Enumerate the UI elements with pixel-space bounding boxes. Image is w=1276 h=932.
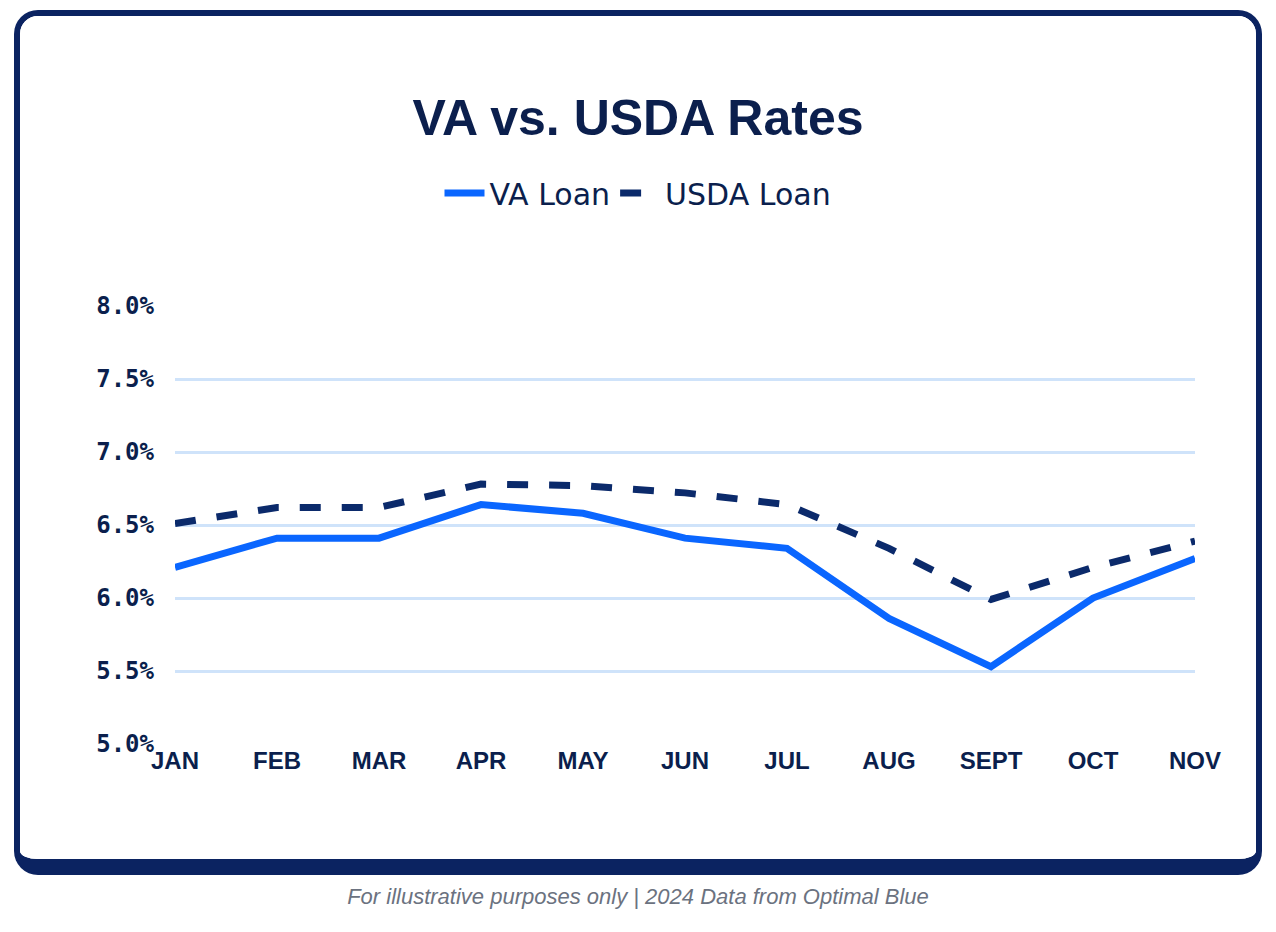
- svg-text:APR: APR: [456, 747, 507, 774]
- svg-text:VA vs. USDA Rates: VA vs. USDA Rates: [412, 90, 863, 146]
- svg-text:5.0%: 5.0%: [96, 730, 154, 758]
- svg-text:MAR: MAR: [352, 747, 407, 774]
- svg-text:USDA Loan: USDA Loan: [665, 177, 831, 212]
- svg-text:JUL: JUL: [764, 747, 809, 774]
- svg-text:JUN: JUN: [661, 747, 709, 774]
- svg-text:NOV: NOV: [1169, 747, 1221, 774]
- svg-text:SEPT: SEPT: [960, 747, 1023, 774]
- svg-text:JAN: JAN: [151, 747, 199, 774]
- svg-text:OCT: OCT: [1068, 747, 1119, 774]
- svg-text:6.0%: 6.0%: [96, 584, 154, 612]
- svg-text:6.5%: 6.5%: [96, 511, 154, 539]
- svg-text:7.0%: 7.0%: [96, 438, 154, 466]
- svg-text:8.0%: 8.0%: [96, 292, 154, 320]
- svg-text:MAY: MAY: [557, 747, 608, 774]
- svg-text:FEB: FEB: [253, 747, 301, 774]
- svg-text:VA Loan: VA Loan: [490, 177, 611, 212]
- svg-text:5.5%: 5.5%: [96, 657, 154, 685]
- html-text:For illustrative purposes only: For illustrative purposes only | 2024 Da…: [347, 884, 929, 909]
- svg-text:7.5%: 7.5%: [96, 365, 154, 393]
- svg-text:AUG: AUG: [862, 747, 915, 774]
